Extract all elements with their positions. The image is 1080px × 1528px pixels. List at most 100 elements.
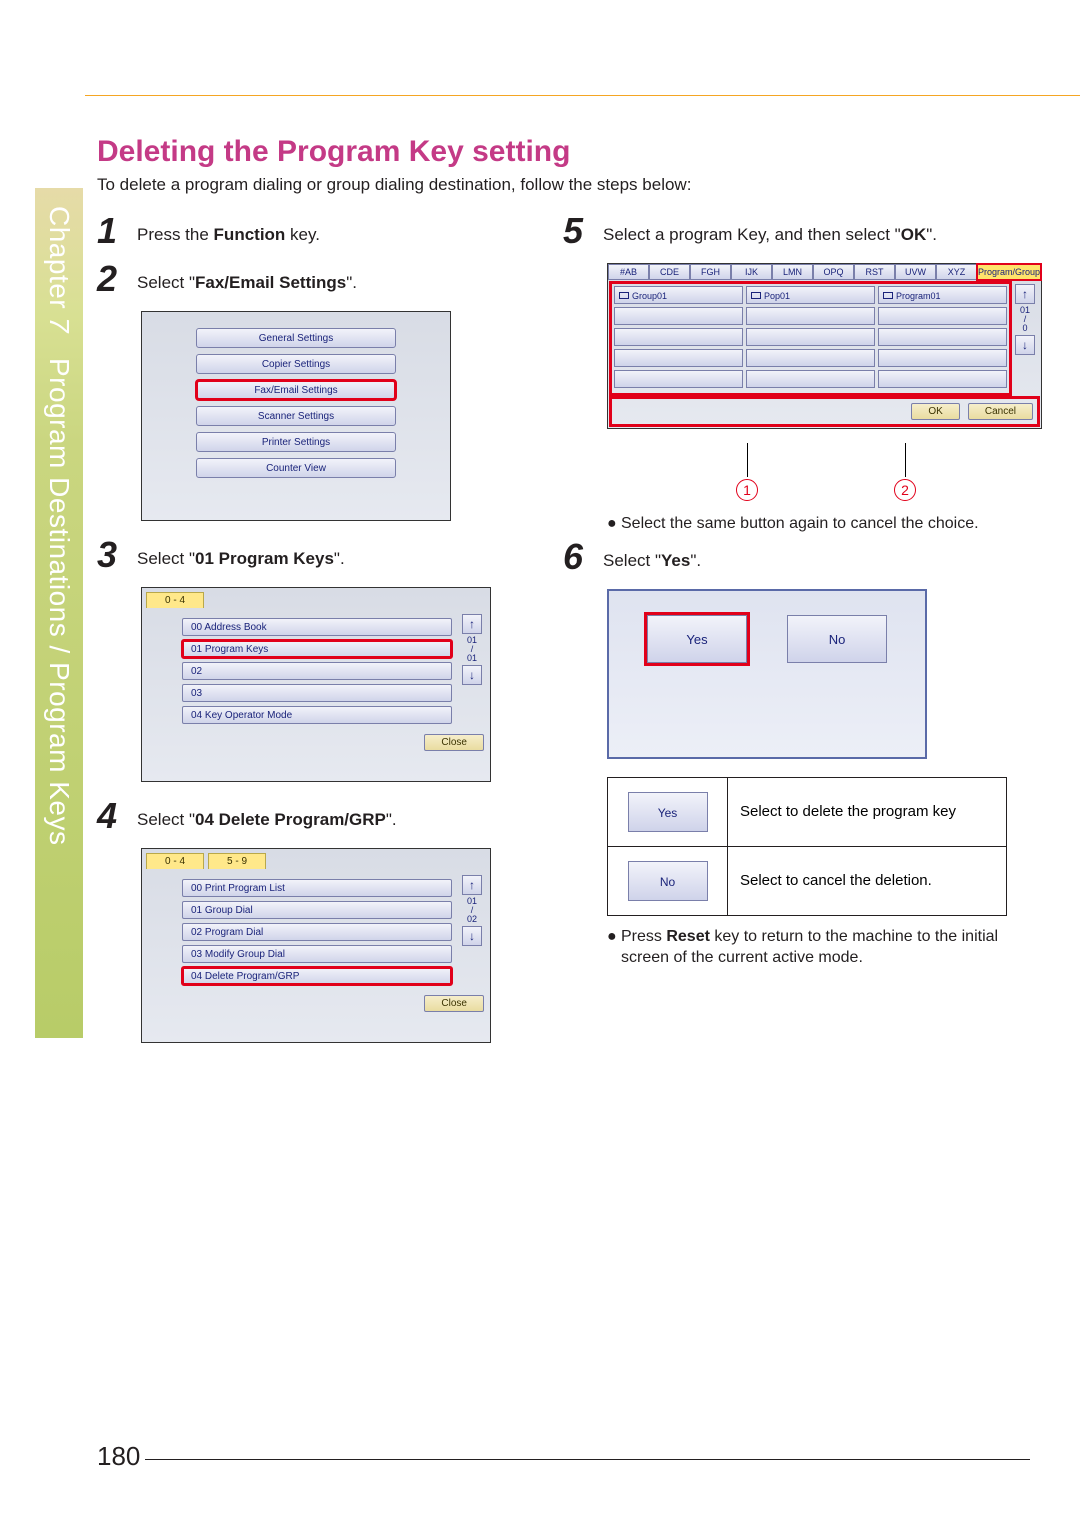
program-cell[interactable] (878, 328, 1007, 346)
program-cell[interactable] (614, 307, 743, 325)
list-item[interactable]: 00 Print Program List (182, 879, 452, 897)
program-cell[interactable] (614, 370, 743, 388)
t: Select " (137, 273, 195, 292)
screenshot-settings: General Settings Copier Settings Fax/Email… (141, 311, 451, 521)
t: Function (214, 225, 286, 244)
step-text: Press the Function key. (137, 215, 549, 247)
t: key. (285, 225, 320, 244)
chapter-title: Program Destinations / Program Keys (43, 358, 75, 845)
arrow-up-icon[interactable]: ↑ (462, 875, 482, 895)
program-cell[interactable]: Program01 (878, 286, 1007, 304)
tab[interactable]: IJK (731, 264, 772, 280)
list-item[interactable]: 01 Program Keys (182, 640, 452, 658)
t: Select a program Key, and then select " (603, 225, 901, 244)
list-item[interactable]: Fax/Email Settings (196, 380, 396, 400)
program-cell[interactable]: Pop01 (746, 286, 875, 304)
step-4: 4 Select "04 Delete Program/GRP". (97, 800, 549, 834)
close-button[interactable]: Close (424, 995, 484, 1012)
program-cell[interactable] (746, 370, 875, 388)
program-cell[interactable] (614, 349, 743, 367)
yes-button[interactable]: Yes (647, 615, 747, 663)
program-cell[interactable] (878, 307, 1007, 325)
list-item[interactable]: Copier Settings (196, 354, 396, 374)
arrow-down-icon[interactable]: ↓ (462, 926, 482, 946)
list-item[interactable]: 03 Modify Group Dial (182, 945, 452, 963)
right-column: 5 Select a program Key, and then select … (563, 215, 1015, 975)
program-cell[interactable] (746, 307, 875, 325)
step-text: Select "04 Delete Program/GRP". (137, 800, 549, 832)
t: Press the (137, 225, 214, 244)
close-button[interactable]: Close (424, 734, 484, 751)
arrow-down-icon[interactable]: ↓ (462, 665, 482, 685)
t: Fax/Email Settings (195, 273, 346, 292)
left-column: 1 Press the Function key. 2 Select "Fax/… (97, 215, 549, 1061)
list-item[interactable]: Printer Settings (196, 432, 396, 452)
tab[interactable]: OPQ (813, 264, 854, 280)
list-item[interactable]: 01 Group Dial (182, 901, 452, 919)
arrow-down-icon[interactable]: ↓ (1015, 335, 1035, 355)
list-item[interactable]: 04 Delete Program/GRP (182, 967, 452, 985)
list-item[interactable]: Scanner Settings (196, 406, 396, 426)
t: ". (690, 551, 701, 570)
t: ". (926, 225, 937, 244)
page-indicator: 01 / 0 (1020, 306, 1030, 333)
cancel-button[interactable]: Cancel (968, 403, 1033, 420)
program-cell[interactable] (614, 328, 743, 346)
step-1: 1 Press the Function key. (97, 215, 549, 249)
page-title: Deleting the Program Key setting (97, 135, 570, 169)
arrow-up-icon[interactable]: ↑ (462, 614, 482, 634)
mail-icon (883, 292, 893, 299)
tab[interactable]: XYZ (936, 264, 977, 280)
list-item[interactable]: Counter View (196, 458, 396, 478)
program-cell[interactable] (746, 349, 875, 367)
t: Select " (137, 810, 195, 829)
step-number: 6 (563, 539, 603, 575)
list-item[interactable]: 03 (182, 684, 452, 702)
screenshot-program-keys: 0 - 4 00 Address Book 01 Program Keys 02 03… (141, 587, 491, 782)
tab[interactable]: 0 - 4 (146, 592, 204, 608)
tab[interactable]: Program/Group (977, 264, 1041, 280)
tab[interactable]: LMN (772, 264, 813, 280)
callout-2: 2 (894, 479, 916, 501)
list-item[interactable]: 04 Key Operator Mode (182, 706, 452, 724)
table-row: No Select to cancel the deletion. (608, 846, 1007, 915)
t: Yes (661, 551, 690, 570)
program-cell[interactable]: Group01 (614, 286, 743, 304)
tab[interactable]: FGH (690, 264, 731, 280)
list-item[interactable]: 00 Address Book (182, 618, 452, 636)
list-item[interactable]: General Settings (196, 328, 396, 348)
arrow-up-icon[interactable]: ↑ (1015, 284, 1035, 304)
table-row: Yes Select to delete the program key (608, 777, 1007, 846)
screenshot-program-grid: #ABCDEFGHIJKLMNOPQRSTUVWXYZProgram/Group… (607, 263, 1042, 429)
step-5: 5 Select a program Key, and then select … (563, 215, 1015, 249)
chapter-tab-text: Chapter 7 Program Destinations / Program… (35, 200, 83, 1030)
yes-no-table: Yes Select to delete the program key No … (607, 777, 1007, 916)
mail-icon (619, 292, 629, 299)
tab[interactable]: 5 - 9 (208, 853, 266, 869)
footer-rule (145, 1459, 1030, 1460)
program-cell[interactable] (878, 370, 1007, 388)
step-number: 5 (563, 213, 603, 249)
t: ". (386, 810, 397, 829)
ok-button[interactable]: OK (911, 403, 959, 420)
scroll-arrows: ↑ 01 / 0 ↓ (1013, 284, 1037, 393)
t: 01 Program Keys (195, 549, 334, 568)
t: Select " (603, 551, 661, 570)
note: ● Select the same button again to cancel… (607, 513, 1015, 535)
program-cell[interactable] (746, 328, 875, 346)
t: ". (334, 549, 345, 568)
step-number: 2 (97, 261, 137, 297)
list-item[interactable]: 02 (182, 662, 452, 680)
step-text: Select "01 Program Keys". (137, 539, 549, 571)
list-item[interactable]: 02 Program Dial (182, 923, 452, 941)
t: 04 Delete Program/GRP (195, 810, 386, 829)
tab[interactable]: RST (854, 264, 895, 280)
tab[interactable]: #AB (608, 264, 649, 280)
tab[interactable]: 0 - 4 (146, 853, 204, 869)
no-button[interactable]: No (787, 615, 887, 663)
program-cell[interactable] (878, 349, 1007, 367)
t: OK (901, 225, 927, 244)
tab[interactable]: UVW (895, 264, 936, 280)
tab[interactable]: CDE (649, 264, 690, 280)
step-text: Select "Yes". (603, 541, 1015, 573)
